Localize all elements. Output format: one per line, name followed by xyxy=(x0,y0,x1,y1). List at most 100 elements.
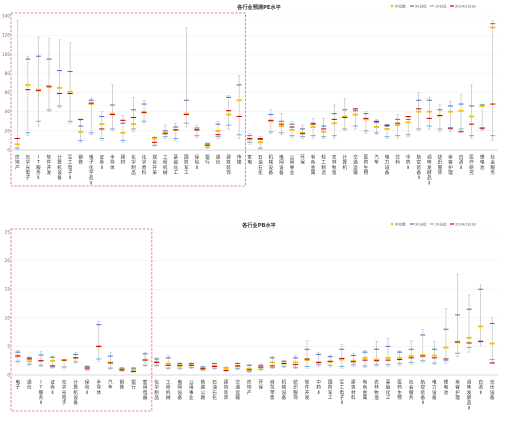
median-mark xyxy=(119,368,125,371)
y-tick-label: 15 xyxy=(5,287,11,292)
category-label: 传媒 xyxy=(237,153,242,165)
category-label: 建筑装饰 xyxy=(224,378,229,401)
category-label: 基础化工 xyxy=(173,153,178,176)
category-label: 房地产 xyxy=(247,378,252,395)
chart-title: 各行业预测PE水平 xyxy=(236,3,281,11)
legend-label: 中位数 xyxy=(395,221,406,226)
category-label: 中药 Ⅱ xyxy=(406,153,411,170)
legend-marker xyxy=(390,222,394,226)
category-label: 石油石化 xyxy=(212,379,217,401)
median-mark xyxy=(447,110,454,113)
category-label: 锂电池 xyxy=(480,153,485,170)
median-mark xyxy=(88,103,94,105)
category-label: 机械设备 xyxy=(269,153,274,176)
y-tick-label: 0 xyxy=(7,373,10,378)
legend-label: 2024/10/18 xyxy=(455,222,476,226)
category-label: 中药 Ⅱ xyxy=(316,378,321,395)
median-mark xyxy=(466,336,472,339)
median-mark xyxy=(247,138,253,141)
median-mark xyxy=(342,115,348,118)
category-label: 轻工制造 xyxy=(321,153,326,176)
median-mark xyxy=(15,354,21,357)
category-label: 建筑材料 xyxy=(351,378,356,401)
category-label: 电网设备 xyxy=(279,153,284,176)
median-mark xyxy=(35,88,42,91)
median-mark xyxy=(107,361,113,364)
median-mark xyxy=(152,137,158,140)
median-mark xyxy=(162,131,168,134)
median-mark xyxy=(289,129,295,131)
category-label: 家电 xyxy=(247,153,252,165)
category-label: 煤炭开采 xyxy=(152,153,157,176)
median-mark xyxy=(350,359,356,362)
median-mark xyxy=(257,141,263,144)
chart-panel-2: 各行业PB水平 中位数 90分位 10分位 2024/10/18 0 5 10 15 20 25 电子… xyxy=(5,221,498,412)
median-mark xyxy=(25,84,31,86)
legend-label: 90分位 xyxy=(415,221,427,226)
category-label: 证券 Ⅱ xyxy=(99,153,104,170)
category-label: 环保 xyxy=(258,379,263,390)
median-mark xyxy=(327,360,333,363)
median-mark xyxy=(443,346,449,349)
median-mark xyxy=(478,325,484,328)
y-tick-label: 40 xyxy=(5,109,11,114)
category-label: 社会服务 xyxy=(490,153,495,176)
y-tick-label: 80 xyxy=(5,71,11,76)
category-label: 石油石化 xyxy=(258,154,263,176)
category-label: 软件开发 xyxy=(305,378,310,401)
median-mark xyxy=(269,361,275,364)
median-mark xyxy=(211,364,218,367)
median-mark xyxy=(165,362,171,365)
median-mark xyxy=(426,110,432,113)
category-label: 医药生物 xyxy=(364,154,369,176)
category-label: 航空装备 Ⅱ xyxy=(416,153,421,181)
category-label: 汽车 xyxy=(374,153,379,165)
category-label: 保险 Ⅱ xyxy=(195,153,200,170)
legend-label: 10分位 xyxy=(435,3,447,8)
median-mark xyxy=(78,130,84,133)
category-label: 军工电子 Ⅱ xyxy=(68,154,73,181)
category-label: 有色金属 xyxy=(311,153,316,176)
category-label: 环保 xyxy=(300,154,305,165)
median-mark xyxy=(292,361,299,364)
category-label: 通信 xyxy=(216,153,221,165)
category-label: 饮料 xyxy=(395,153,400,165)
median-mark xyxy=(204,143,211,146)
legend-label: 10分位 xyxy=(435,221,447,226)
y-tick-label: 5 xyxy=(7,344,10,349)
category-label: 纺织服饰 xyxy=(293,378,298,401)
category-label: 电子 xyxy=(15,378,20,390)
median-mark xyxy=(408,355,414,358)
category-label: 化学制品 xyxy=(154,378,159,401)
median-mark xyxy=(109,112,115,115)
median-mark xyxy=(489,342,495,345)
y-tick-label: 25 xyxy=(5,230,11,235)
y-tick-label: 10 xyxy=(5,315,11,320)
y-tick-label: 20 xyxy=(5,128,11,133)
median-mark xyxy=(468,115,475,118)
category-label: 国防军工 xyxy=(328,379,333,401)
category-label: 证券 Ⅱ xyxy=(50,378,55,395)
category-label: 银行 xyxy=(131,378,136,390)
median-mark xyxy=(458,109,464,112)
category-label: 通信 xyxy=(27,378,32,390)
category-label: 电子化学品 Ⅱ xyxy=(89,153,94,186)
median-mark xyxy=(120,131,126,134)
category-label: 电力设备 xyxy=(385,153,390,176)
median-mark xyxy=(223,367,229,370)
y-tick-label: 100 xyxy=(2,52,10,57)
median-mark xyxy=(431,354,437,357)
median-mark xyxy=(363,118,369,121)
category-label: 社会服务 xyxy=(409,378,414,401)
median-mark xyxy=(235,365,241,368)
median-mark xyxy=(46,84,52,87)
median-mark xyxy=(395,124,401,127)
category-label: 农林牧渔 xyxy=(374,378,379,401)
category-label: 钢铁 xyxy=(78,153,83,165)
category-label: 电网设备 xyxy=(177,378,182,401)
category-label: 建筑装饰 xyxy=(226,153,231,176)
median-mark xyxy=(99,123,105,126)
median-mark xyxy=(14,143,20,146)
category-label: 光学光电子 xyxy=(62,378,67,406)
